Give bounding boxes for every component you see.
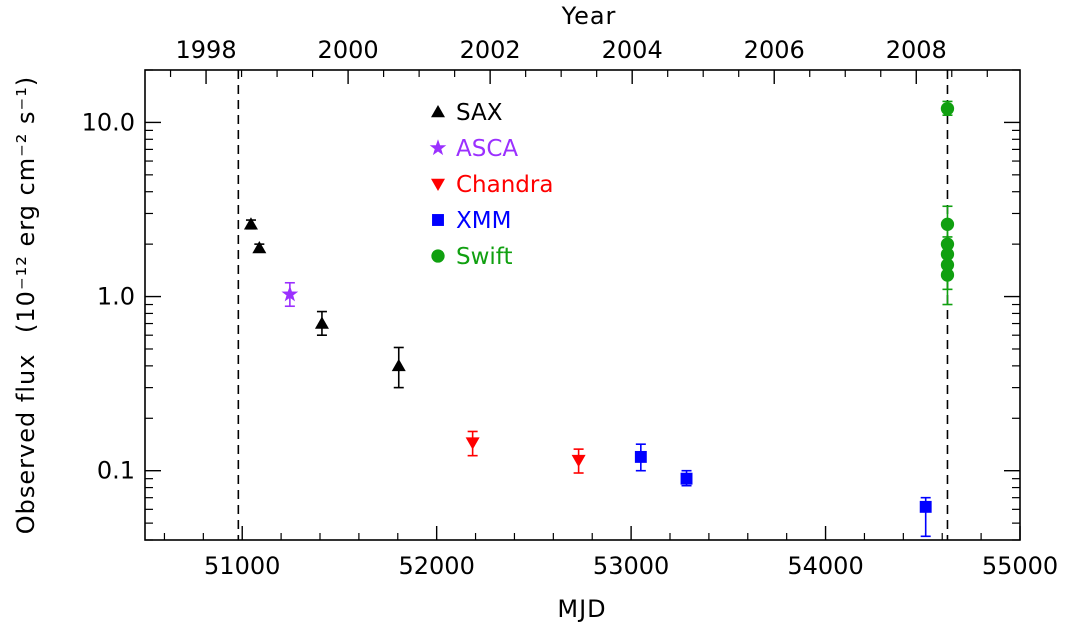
- y-axis-title-unit: (10⁻¹² erg cm⁻² s⁻¹): [12, 76, 40, 333]
- xmm-data-point: [634, 450, 647, 463]
- vertical-reference-lines: [237, 70, 949, 540]
- x-axis-title: MJD: [557, 595, 606, 623]
- legend-chandra-marker: [431, 178, 445, 191]
- sax-data-point: [252, 241, 267, 254]
- legend-chandra-label: Chandra: [456, 172, 553, 198]
- sax-data-point: [243, 217, 258, 230]
- swift-data-point: [940, 101, 955, 116]
- svg-text:Observed flux (10⁻¹² erg: Observed flux (10⁻¹² erg cm⁻² s⁻¹): [12, 76, 40, 534]
- x-tick-label: 53000: [593, 552, 669, 580]
- x-tick-label: 51000: [204, 552, 280, 580]
- y-tick-label: 0.1: [97, 457, 135, 485]
- year-tick-label: 2004: [602, 36, 663, 64]
- y-axis-title-main: Observed flux: [12, 354, 40, 535]
- y-tick-label: 10.0: [82, 108, 135, 136]
- legend-xmm-label: XMM: [456, 208, 511, 234]
- legend-swift-marker: [431, 249, 445, 263]
- legend-sax-marker: [431, 105, 445, 118]
- year-tick-label: 2000: [318, 36, 379, 64]
- chandra-data-point: [571, 454, 586, 468]
- year-tick-label: 1998: [176, 36, 237, 64]
- swift-data-point: [940, 268, 955, 282]
- xmm-data-point: [680, 472, 693, 485]
- x-tick-label: 54000: [787, 552, 863, 580]
- legend-asca-marker: [429, 139, 447, 156]
- x-tick-label: 55000: [982, 552, 1058, 580]
- data-marks: [243, 100, 955, 538]
- asca-data-point: [281, 285, 299, 302]
- top-axis-title: Year: [561, 2, 617, 30]
- legend-swift-label: Swift: [456, 244, 513, 270]
- sax-data-point: [391, 358, 406, 372]
- xmm-data-point: [919, 500, 932, 513]
- year-tick-label: 2006: [744, 36, 805, 64]
- legend-xmm-marker: [432, 214, 444, 226]
- year-tick-label: 2008: [886, 36, 947, 64]
- year-tick-label: 2002: [460, 36, 521, 64]
- x-tick-label: 52000: [398, 552, 474, 580]
- sax-data-point: [314, 316, 329, 329]
- y-axis-title: Observed flux (10⁻¹² erg cm⁻² s⁻¹): [12, 76, 40, 534]
- chandra-data-point: [465, 437, 480, 450]
- y-tick-label: 1.0: [97, 283, 135, 311]
- plot-frame: [144, 69, 1021, 541]
- legend: SAX ASCA Chandra XMM Swift: [429, 100, 553, 270]
- axis-ticks: 51000 52000 53000 54000 55000 1998 2000 2002 200…: [82, 36, 1059, 580]
- legend-asca-label: ASCA: [456, 136, 518, 162]
- legend-sax-label: SAX: [456, 100, 503, 126]
